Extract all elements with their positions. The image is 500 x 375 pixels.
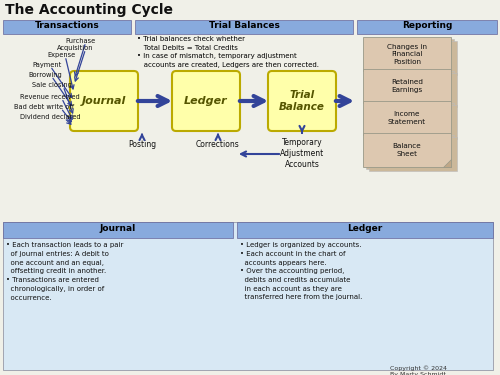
FancyBboxPatch shape <box>366 135 454 169</box>
Text: • Each transaction leads to a pair
  of journal entries: A debit to
  one accoun: • Each transaction leads to a pair of jo… <box>6 242 124 300</box>
Text: Trial
Balance: Trial Balance <box>279 90 325 112</box>
Text: Acquisition: Acquisition <box>57 45 94 51</box>
FancyBboxPatch shape <box>369 41 457 75</box>
Polygon shape <box>443 159 451 167</box>
FancyBboxPatch shape <box>363 133 451 167</box>
Text: Journal: Journal <box>82 96 126 106</box>
FancyBboxPatch shape <box>369 137 457 171</box>
FancyBboxPatch shape <box>3 222 493 370</box>
Text: Copyright © 2024
By Marty Schmidt: Copyright © 2024 By Marty Schmidt <box>390 365 447 375</box>
FancyBboxPatch shape <box>366 103 454 137</box>
Text: Journal: Journal <box>100 224 136 233</box>
FancyBboxPatch shape <box>357 20 497 34</box>
Text: The Accounting Cycle: The Accounting Cycle <box>5 3 173 17</box>
Text: Sale closing: Sale closing <box>32 82 72 88</box>
FancyBboxPatch shape <box>363 69 451 103</box>
Text: Posting: Posting <box>128 140 156 149</box>
Text: Ledger: Ledger <box>184 96 228 106</box>
FancyBboxPatch shape <box>135 20 353 34</box>
FancyBboxPatch shape <box>3 222 233 238</box>
Text: Balance
Sheet: Balance Sheet <box>392 143 422 157</box>
FancyBboxPatch shape <box>369 73 457 107</box>
FancyBboxPatch shape <box>70 71 138 131</box>
FancyBboxPatch shape <box>366 71 454 105</box>
Text: Trial Balances: Trial Balances <box>208 21 280 30</box>
FancyBboxPatch shape <box>363 101 451 135</box>
FancyBboxPatch shape <box>268 71 336 131</box>
Text: Borrowing: Borrowing <box>28 72 62 78</box>
Text: Expense: Expense <box>47 52 75 58</box>
Text: Reporting: Reporting <box>402 21 452 30</box>
FancyBboxPatch shape <box>366 39 454 73</box>
Text: Revenue received: Revenue received <box>20 94 80 100</box>
Text: Payment: Payment <box>32 62 61 68</box>
Text: Changes in
Financial
Position: Changes in Financial Position <box>387 44 427 64</box>
Text: Dividend declared: Dividend declared <box>20 114 80 120</box>
Text: Transactions: Transactions <box>34 21 100 30</box>
Text: Bad debt write off: Bad debt write off <box>14 104 74 110</box>
Text: Purchase: Purchase <box>65 38 95 44</box>
Text: • Trial balances check whether
   Total Debits = Total Credits
• In case of mism: • Trial balances check whether Total Deb… <box>137 36 319 68</box>
Text: Temporary
Adjustment
Accounts: Temporary Adjustment Accounts <box>280 138 324 169</box>
Text: • Ledger is organized by accounts.
• Each account in the chart of
  accounts app: • Ledger is organized by accounts. • Eac… <box>240 242 362 300</box>
FancyBboxPatch shape <box>3 20 131 34</box>
Text: Retained
Earnings: Retained Earnings <box>391 79 423 93</box>
FancyBboxPatch shape <box>172 71 240 131</box>
FancyBboxPatch shape <box>363 37 451 71</box>
FancyBboxPatch shape <box>369 105 457 139</box>
Text: Income
Statement: Income Statement <box>388 111 426 125</box>
Text: Ledger: Ledger <box>348 224 382 233</box>
FancyBboxPatch shape <box>237 222 493 238</box>
Text: Corrections: Corrections <box>196 140 240 149</box>
